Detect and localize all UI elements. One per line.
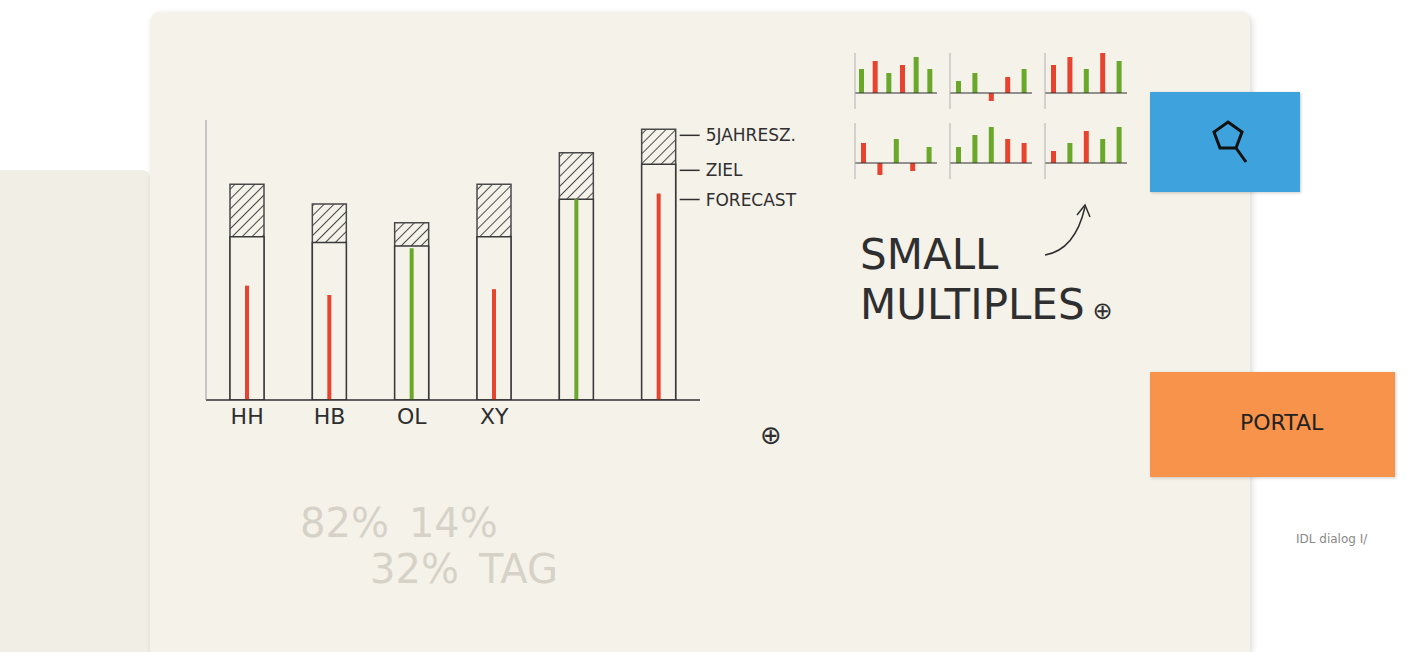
html-text:32%: 32% bbox=[370, 546, 459, 592]
svg-text:5JAHRESZ.: 5JAHRESZ. bbox=[706, 125, 796, 145]
html-text:TAG: TAG bbox=[478, 546, 558, 592]
html-text:82%: 82% bbox=[300, 500, 389, 546]
html-text:IDL dialog I/: IDL dialog I/ bbox=[1296, 532, 1368, 546]
html-text:14%: 14% bbox=[408, 500, 498, 546]
svg-text:FORECAST: FORECAST bbox=[706, 190, 797, 210]
html-text:SMALL MULTIPLES ⊕: SMALL MULTIPLES ⊕ bbox=[860, 230, 1113, 329]
svg-text:HB: HB bbox=[314, 404, 346, 429]
html-text:PORTAL: PORTAL bbox=[1240, 410, 1324, 435]
svg-text:HH: HH bbox=[231, 404, 264, 429]
svg-text:XY: XY bbox=[480, 404, 509, 429]
svg-text:ZIEL: ZIEL bbox=[706, 160, 743, 180]
svg-text:OL: OL bbox=[397, 404, 427, 429]
